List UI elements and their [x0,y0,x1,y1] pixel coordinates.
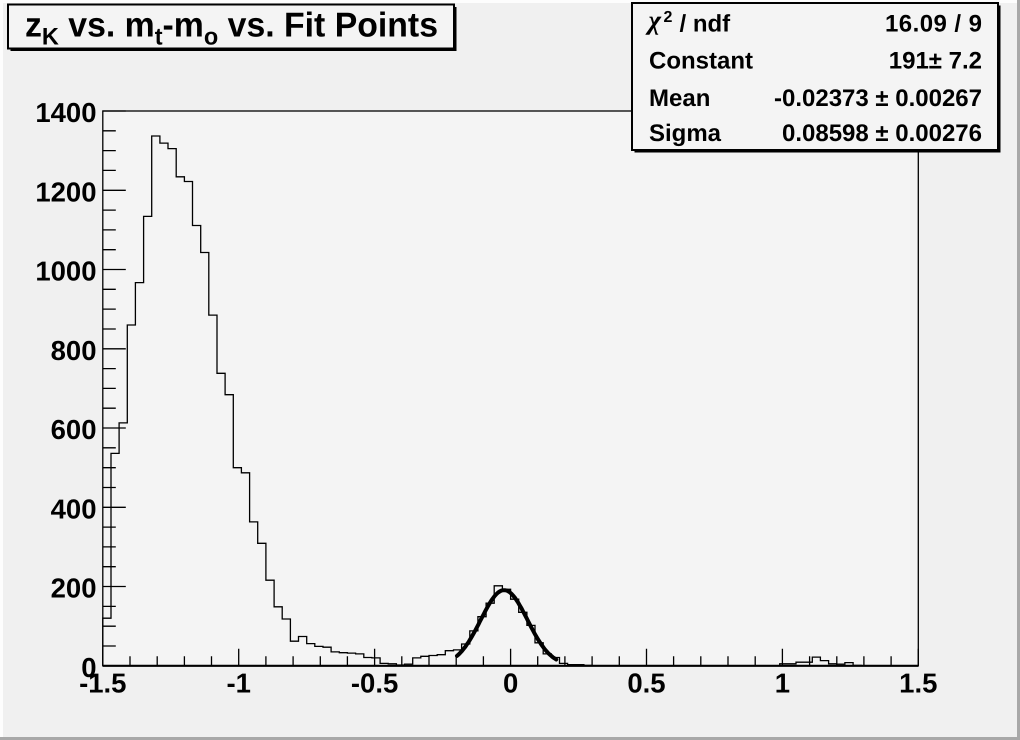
svg-text:0: 0 [503,668,518,699]
svg-text:-1: -1 [226,668,250,699]
svg-text:0: 0 [81,652,96,683]
svg-text:1200: 1200 [35,176,96,207]
svg-text:χ: χ [645,5,662,35]
svg-text:2: 2 [664,9,673,26]
svg-text:Sigma: Sigma [649,120,722,147]
svg-text:191± 7.2: 191± 7.2 [889,48,982,75]
svg-text:0.5: 0.5 [627,668,665,699]
svg-text:Constant: Constant [649,48,753,75]
svg-text:0.08598 ± 0.00276: 0.08598 ± 0.00276 [782,120,982,147]
svg-text:zK vs. mt-mo vs. Fit Points: zK vs. mt-mo vs. Fit Points [25,7,438,51]
svg-text:600: 600 [51,414,97,445]
svg-text:800: 800 [51,335,97,366]
svg-text:1: 1 [775,668,790,699]
svg-text:16.09 / 9: 16.09 / 9 [885,11,982,38]
svg-text:-0.02373 ± 0.00267: -0.02373 ± 0.00267 [774,85,982,112]
svg-text:1400: 1400 [35,97,96,128]
svg-text:-0.5: -0.5 [351,668,398,699]
svg-text:400: 400 [51,493,97,524]
svg-text:1000: 1000 [35,256,96,287]
svg-text:1.5: 1.5 [899,668,937,699]
svg-text:-1.5: -1.5 [79,668,126,699]
svg-text:200: 200 [51,573,97,604]
svg-text:/ ndf: / ndf [680,11,732,38]
svg-text:Mean: Mean [649,85,710,112]
